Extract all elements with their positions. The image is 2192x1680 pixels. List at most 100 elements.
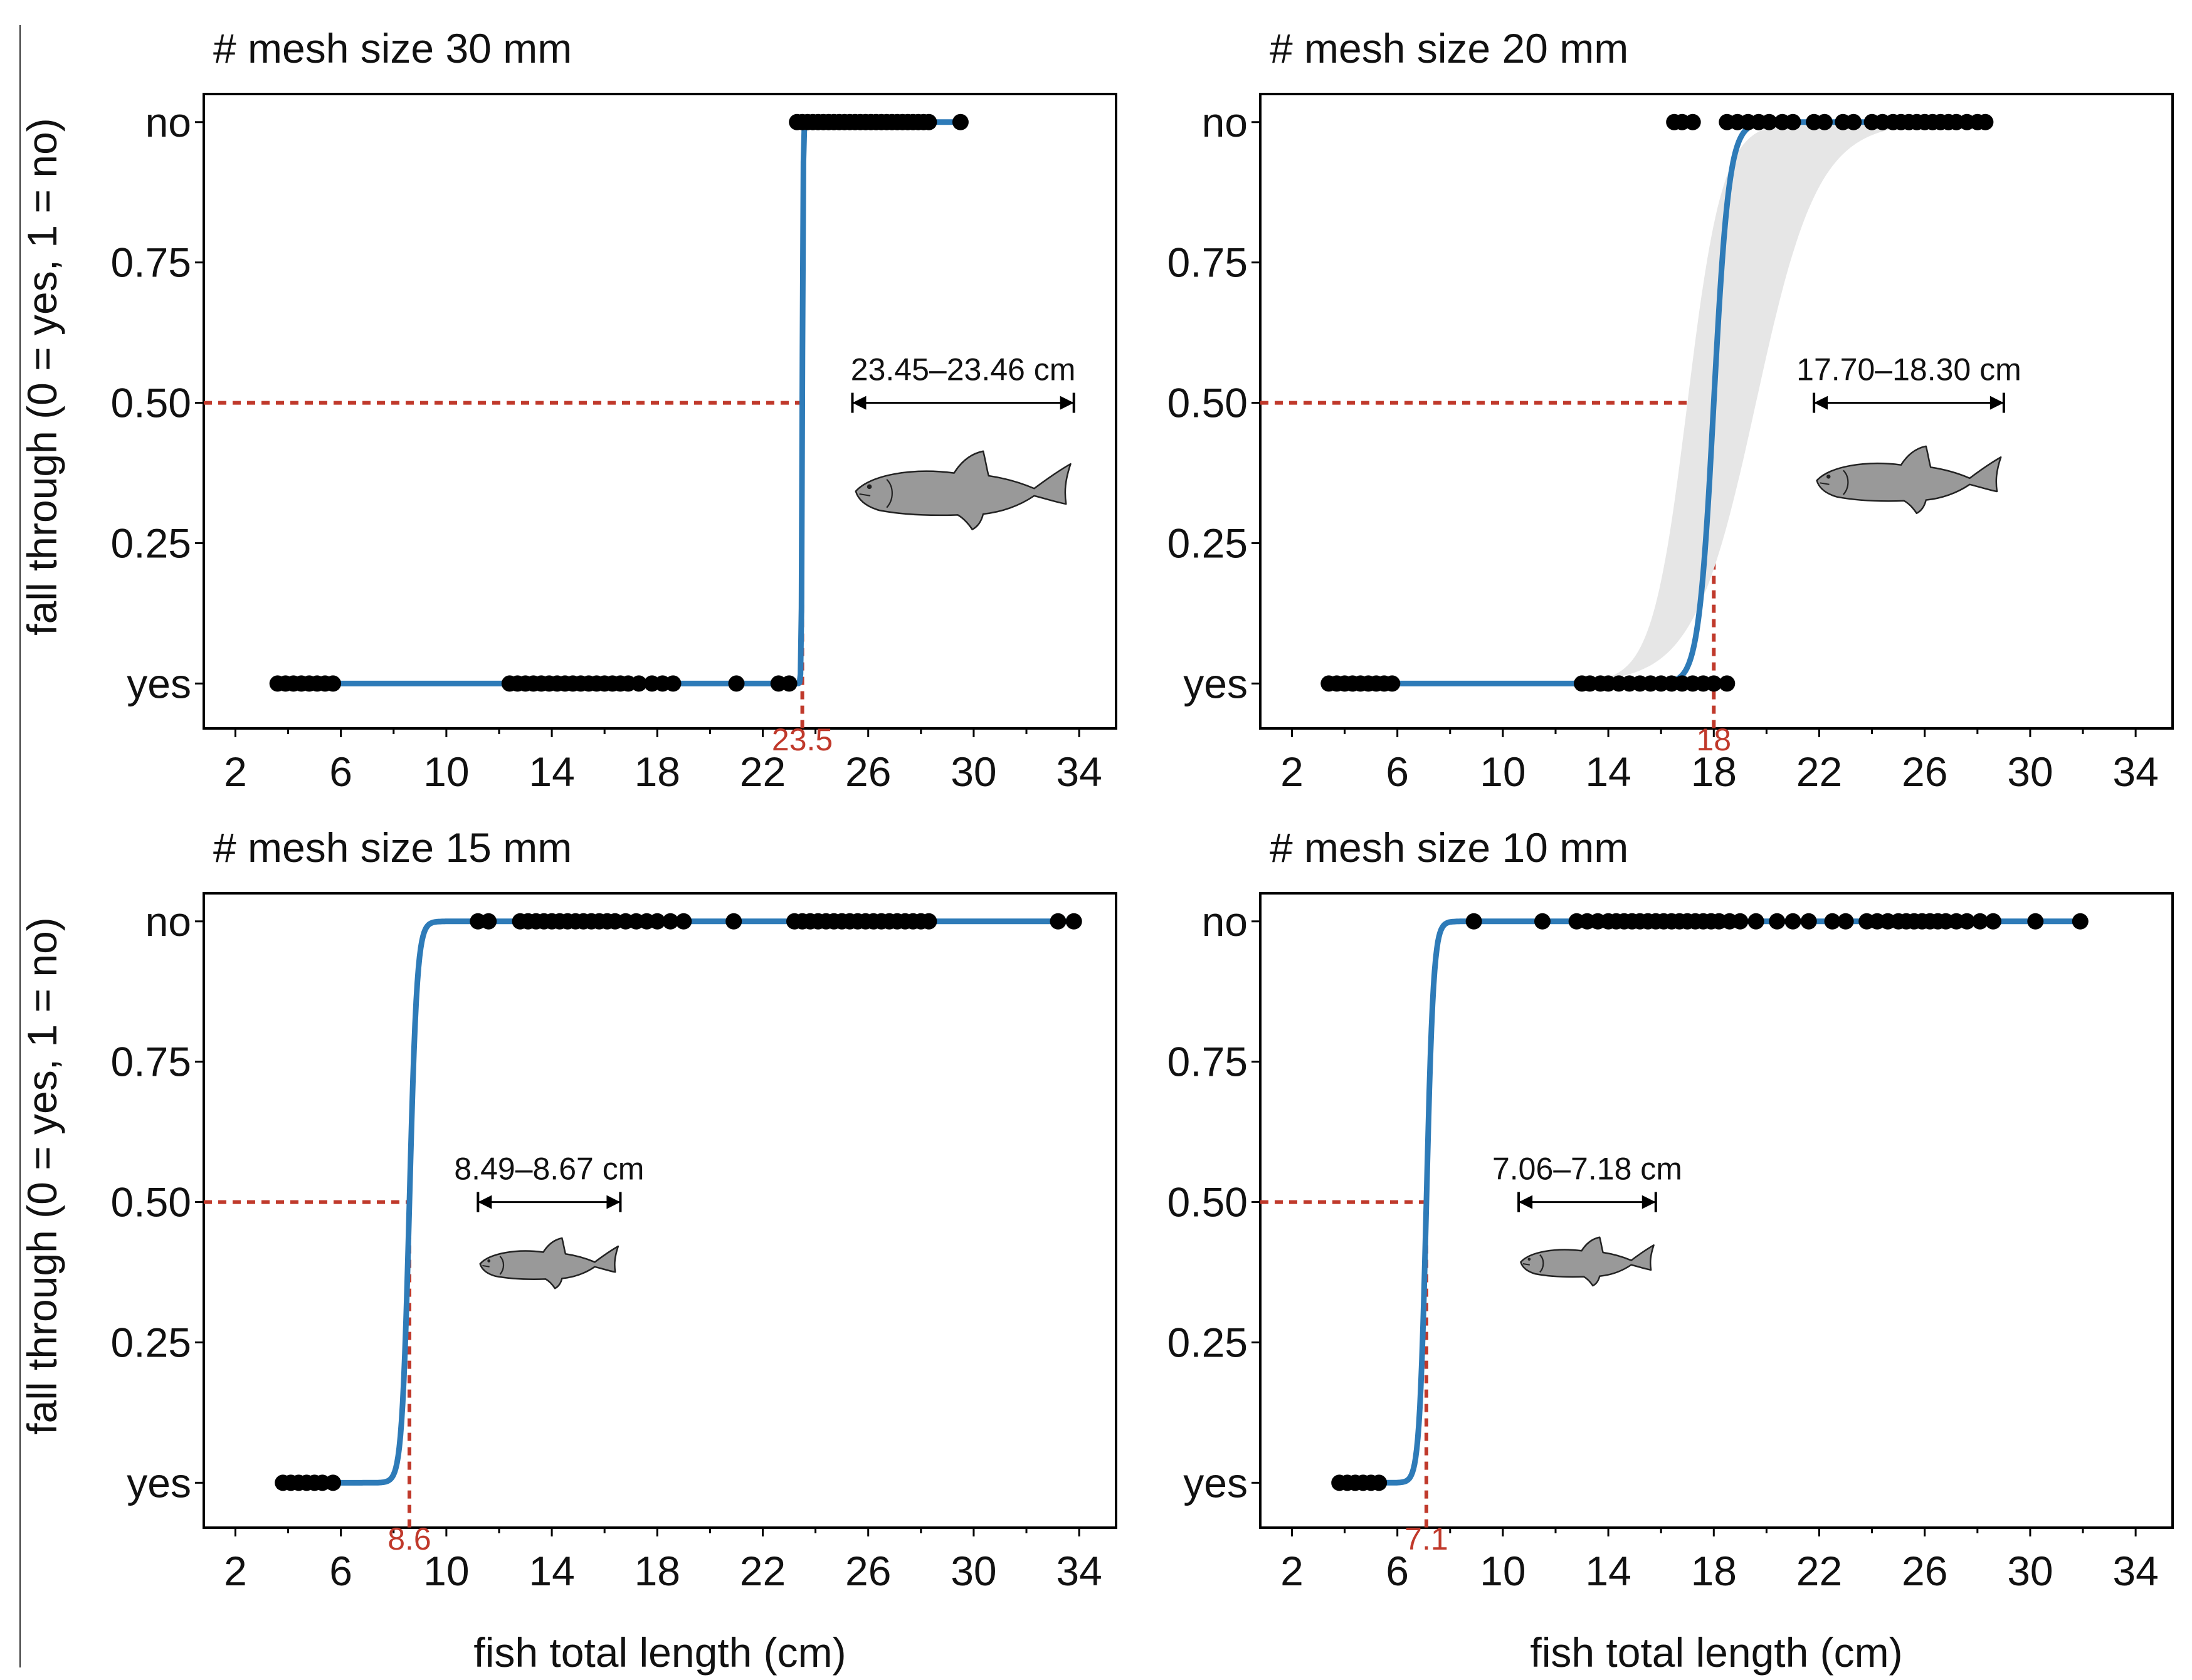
- fish-icon: [1816, 445, 2002, 515]
- panel-mesh-20mm: # mesh size 20 mm yes 0.25 0.50 0.75 no …: [1167, 25, 2174, 795]
- x-tick-label: 2: [224, 1548, 247, 1594]
- fitted-curve-layer: [1336, 918, 2084, 1486]
- panel-mesh-15mm: # mesh size 15 mm yes 0.25 0.50 0.75 no …: [19, 824, 1117, 1676]
- data-point-no: [920, 113, 937, 130]
- y-tick-label: 0.50: [1167, 1179, 1248, 1226]
- data-point-no: [1845, 113, 1862, 130]
- x-tick-label: 2: [224, 748, 247, 795]
- range-arrow: [851, 392, 1075, 413]
- fish-eye: [867, 484, 872, 490]
- x-tick-label: 14: [529, 1548, 574, 1594]
- fitted-curve: [280, 918, 1077, 1486]
- y-tick-label: no: [145, 898, 191, 945]
- y-tick-label: no: [1202, 99, 1248, 145]
- range-arrow-head: [606, 1195, 621, 1209]
- length-range-label: 23.45–23.46 cm: [851, 352, 1076, 387]
- data-point-no: [952, 113, 969, 130]
- x-tick-label: 10: [423, 748, 469, 795]
- data-point-no: [1050, 913, 1067, 930]
- length-range-annotation: 7.06–7.18 cm: [1492, 1152, 1682, 1287]
- fish-mouth: [859, 493, 871, 496]
- data-point-yes: [325, 675, 342, 692]
- fish-icon: [479, 1237, 619, 1289]
- range-arrow-head: [478, 1195, 492, 1209]
- x-tick-label: 30: [2007, 748, 2053, 795]
- data-points: [269, 113, 969, 692]
- data-point-no: [1800, 913, 1817, 930]
- range-arrow-head: [852, 396, 867, 410]
- data-point-yes: [781, 675, 798, 692]
- y-tick-label: 0.25: [1167, 520, 1248, 566]
- x-axis: 2 6 10 14 18 22 26 30 34: [1280, 728, 2159, 795]
- fish-gill: [499, 1256, 505, 1275]
- x-tick-label: 26: [845, 1548, 891, 1594]
- y-tick-label: no: [1202, 898, 1248, 945]
- data-point-yes: [1384, 675, 1401, 692]
- fish-body: [479, 1237, 619, 1289]
- data-point-yes: [325, 1474, 342, 1491]
- fish-icon: [855, 450, 1072, 530]
- x-tick-label: 18: [635, 1548, 680, 1594]
- threshold-lines: [204, 1200, 412, 1528]
- x-tick-label: 22: [740, 1548, 786, 1594]
- panel-mesh-10mm: # mesh size 10 mm yes 0.25 0.50 0.75 no …: [1167, 824, 2174, 1676]
- data-point-no: [2072, 913, 2089, 930]
- y-tick-label: 0.50: [111, 380, 191, 426]
- data-point-no: [1732, 913, 1749, 930]
- x-axis: 2 6 10 14 18 22 26 30 34: [224, 1528, 1102, 1594]
- fitted-curve: [1336, 918, 2084, 1486]
- length-range-label: 8.49–8.67 cm: [454, 1152, 644, 1187]
- y-tick-label: 0.75: [1167, 239, 1248, 286]
- fish-mouth: [482, 1264, 490, 1268]
- fish-eye: [487, 1259, 491, 1263]
- range-arrow-head: [1989, 396, 2004, 410]
- x-tick-label: 2: [1280, 748, 1304, 795]
- y-tick-label: 0.25: [1167, 1319, 1248, 1365]
- x-axis: 2 6 10 14 18 22 26 30 34: [1280, 1528, 2159, 1594]
- x-tick-label: 6: [329, 1548, 352, 1594]
- data-point-yes: [728, 675, 745, 692]
- data-point-yes: [630, 675, 647, 692]
- x-tick-label: 6: [329, 748, 352, 795]
- confidence-band: [1542, 122, 1986, 684]
- x-tick-label: 22: [1796, 748, 1842, 795]
- panel-title: # mesh size 30 mm: [213, 25, 572, 71]
- data-point-yes: [1371, 1474, 1388, 1491]
- y-axis: yes 0.25 0.50 0.75 no: [1167, 898, 1260, 1506]
- data-point-yes: [1719, 675, 1736, 692]
- x-tick-label: 10: [1480, 748, 1525, 795]
- y-axis-title: fall through (0 = yes, 1 = no): [19, 118, 65, 635]
- fish-eye: [1826, 475, 1831, 479]
- fish-body: [1520, 1236, 1655, 1287]
- data-point-no: [1761, 113, 1778, 130]
- fish-gill: [886, 478, 893, 508]
- threshold-label: 8.6: [387, 1521, 431, 1557]
- data-points: [1331, 913, 2089, 1491]
- x-tick-label: 30: [2007, 1548, 2053, 1594]
- y-axis: yes 0.25 0.50 0.75 no: [111, 99, 204, 706]
- range-arrow-head: [1060, 396, 1074, 410]
- x-axis-title: fish total length (cm): [1530, 1629, 1902, 1676]
- x-tick-label: 18: [1691, 748, 1737, 795]
- fitted-curve-layer: [280, 918, 1077, 1486]
- data-point-no: [1465, 913, 1482, 930]
- x-tick-label: 14: [529, 748, 574, 795]
- data-point-no: [1977, 113, 1994, 130]
- x-tick-label: 30: [951, 1548, 996, 1594]
- fish-gill: [1539, 1254, 1544, 1273]
- x-tick-label: 26: [845, 748, 891, 795]
- data-point-no: [725, 913, 742, 930]
- data-point-no: [2027, 913, 2044, 930]
- confidence-band-layer: [1542, 122, 1986, 684]
- x-tick-label: 6: [1386, 1548, 1409, 1594]
- x-tick-label: 10: [423, 1548, 469, 1594]
- x-tick-label: 18: [1691, 1548, 1737, 1594]
- x-tick-label: 14: [1585, 1548, 1631, 1594]
- length-range-annotation: 17.70–18.30 cm: [1796, 352, 2021, 515]
- x-tick-label: 26: [1902, 748, 1947, 795]
- data-points: [1320, 113, 1994, 692]
- x-tick-label: 34: [2112, 1548, 2158, 1594]
- data-point-no: [1959, 913, 1975, 930]
- range-arrow: [477, 1192, 622, 1212]
